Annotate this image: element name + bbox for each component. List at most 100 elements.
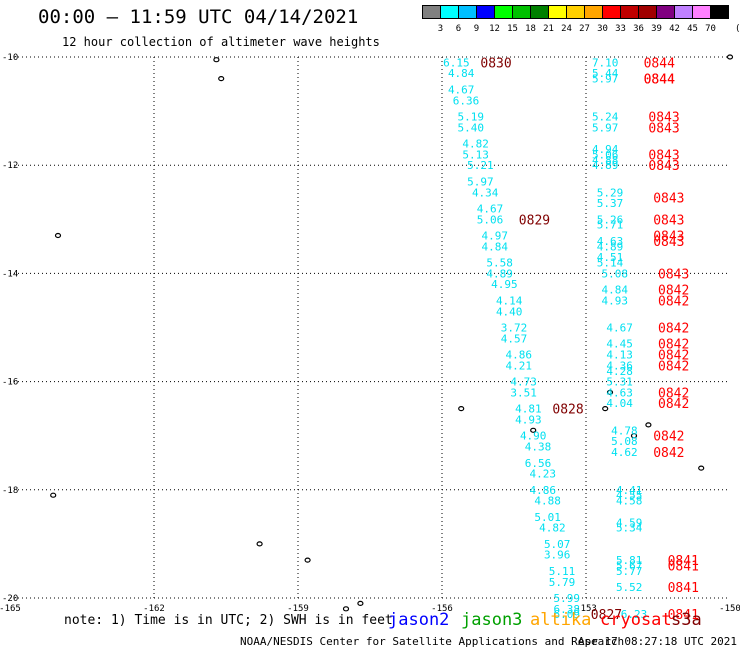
island-outline <box>342 606 350 612</box>
swh-label: 5.08 <box>611 435 638 448</box>
page-title: 00:00 – 11:59 UTC 04/14/2021 <box>38 6 359 28</box>
legend-label: 21 <box>543 24 554 34</box>
island-outline <box>530 427 537 433</box>
time-label: 0843 <box>648 159 679 174</box>
lon-tick-label: -159 <box>287 604 309 614</box>
swh-label: 6.23 <box>621 608 648 621</box>
swh-label: 4.89 <box>486 267 513 280</box>
swh-label: 5.79 <box>549 576 576 589</box>
swh-label: 5.19 <box>458 111 485 124</box>
legend-label: 15 <box>507 24 518 34</box>
swh-label: 5.71 <box>597 219 624 232</box>
time-label: 0828 <box>552 403 583 418</box>
swh-label: 4.84 <box>448 67 475 80</box>
island-outline <box>213 57 220 63</box>
swh-label: 5.24 <box>592 111 619 124</box>
time-label: 0843 <box>648 121 679 136</box>
swh-label: 5.26 <box>597 213 624 226</box>
swh-label: 4.41 <box>616 484 643 497</box>
swh-label: 5.11 <box>549 565 576 578</box>
swh-label: 4.82 <box>462 138 489 151</box>
swh-label: 3.72 <box>501 322 528 335</box>
swh-label: 4.81 <box>515 403 542 416</box>
legend-label: 36 <box>633 24 644 34</box>
swh-label: 5.21 <box>467 159 494 172</box>
swh-label: 4.95 <box>491 278 518 291</box>
swh-label: 4.62 <box>611 446 638 459</box>
time-label: 0843 <box>653 235 684 250</box>
swh-label: 5.29 <box>597 186 624 199</box>
time-label: 0842 <box>658 294 689 309</box>
swh-label: 5.06 <box>592 148 619 161</box>
swh-label: 4.23 <box>530 468 557 481</box>
legend-label: 45 <box>687 24 698 34</box>
swh-label: 4.88 <box>592 154 619 167</box>
swh-label: 4.86 <box>506 349 533 362</box>
swh-label: 4.57 <box>501 332 528 345</box>
island-outline <box>304 557 311 563</box>
swh-label: 4.89 <box>592 159 619 172</box>
swh-label: 4.13 <box>606 349 633 362</box>
swh-label: 5.37 <box>597 197 624 210</box>
swh-label: 4.67 <box>606 322 633 335</box>
swh-label: 4.51 <box>597 251 624 264</box>
time-label: 0843 <box>658 267 689 282</box>
swh-label: 4.84 <box>602 284 629 297</box>
legend-label: 33 <box>615 24 626 34</box>
swh-label: 5.97 <box>592 121 619 134</box>
island-outline <box>726 54 734 60</box>
swh-label: 4.63 <box>606 386 633 399</box>
satellite-label-altika: altika <box>530 610 592 630</box>
satellite-label-jason2: jason2 <box>388 610 450 630</box>
lon-tick-label: -156 <box>431 604 453 614</box>
time-label: 0842 <box>658 284 689 299</box>
time-label: 0829 <box>519 213 550 228</box>
swh-label: 4.34 <box>472 186 499 199</box>
time-label: 0830 <box>480 56 511 71</box>
swh-label: 5.01 <box>534 511 561 524</box>
swh-label: 5.07 <box>544 538 571 551</box>
swh-label: 4.93 <box>602 294 629 307</box>
swh-label: 5.97 <box>592 73 619 86</box>
legend-unit: (ft) <box>735 24 740 34</box>
lon-tick-label: -153 <box>575 604 597 614</box>
swh-label: 5.52 <box>616 581 643 594</box>
island-outline <box>54 232 62 239</box>
swh-label: 5.58 <box>486 257 513 270</box>
swh-label: 4.89 <box>597 240 624 253</box>
swh-label: 5.34 <box>616 522 643 535</box>
time-label: 0844 <box>644 56 675 71</box>
legend-label: 42 <box>669 24 680 34</box>
swh-label: 4.93 <box>515 413 542 426</box>
swh-label: 4.90 <box>520 430 547 443</box>
lat-tick-label: -10 <box>2 53 18 63</box>
swh-label: 4.55 <box>616 489 643 502</box>
time-label: 0842 <box>658 397 689 412</box>
time-label: 0842 <box>658 338 689 353</box>
swh-label: 5.06 <box>477 213 504 226</box>
time-label: 0827 <box>591 608 622 623</box>
lat-tick-label: -18 <box>2 486 18 496</box>
swh-label: 4.04 <box>606 397 633 410</box>
swh-label: 3.96 <box>544 549 571 562</box>
island-outline <box>50 492 57 498</box>
swh-label: 4.73 <box>510 376 537 389</box>
legend-label: 3 <box>437 24 444 34</box>
swh-label: 5.99 <box>554 592 581 605</box>
time-label: 0842 <box>653 446 684 461</box>
generation-timestamp: Apr 17 08:27:18 UTC 2021 <box>578 635 737 648</box>
time-label: 0842 <box>658 322 689 337</box>
swh-label: 5.13 <box>462 148 489 161</box>
time-label: 0842 <box>658 359 689 374</box>
page-subtitle: 12 hour collection of altimeter wave hei… <box>62 35 380 49</box>
legend-label: 12 <box>489 24 500 34</box>
swh-label: 4.94 <box>592 143 619 156</box>
swh-label: 4.40 <box>496 305 523 318</box>
legend-label: 9 <box>473 24 480 34</box>
time-label: 0841 <box>668 581 699 596</box>
time-label: 0841 <box>668 560 699 575</box>
swh-label: 6.56 <box>525 457 552 470</box>
swh-label: 5.67 <box>616 560 643 573</box>
lat-tick-label: -14 <box>2 269 18 279</box>
